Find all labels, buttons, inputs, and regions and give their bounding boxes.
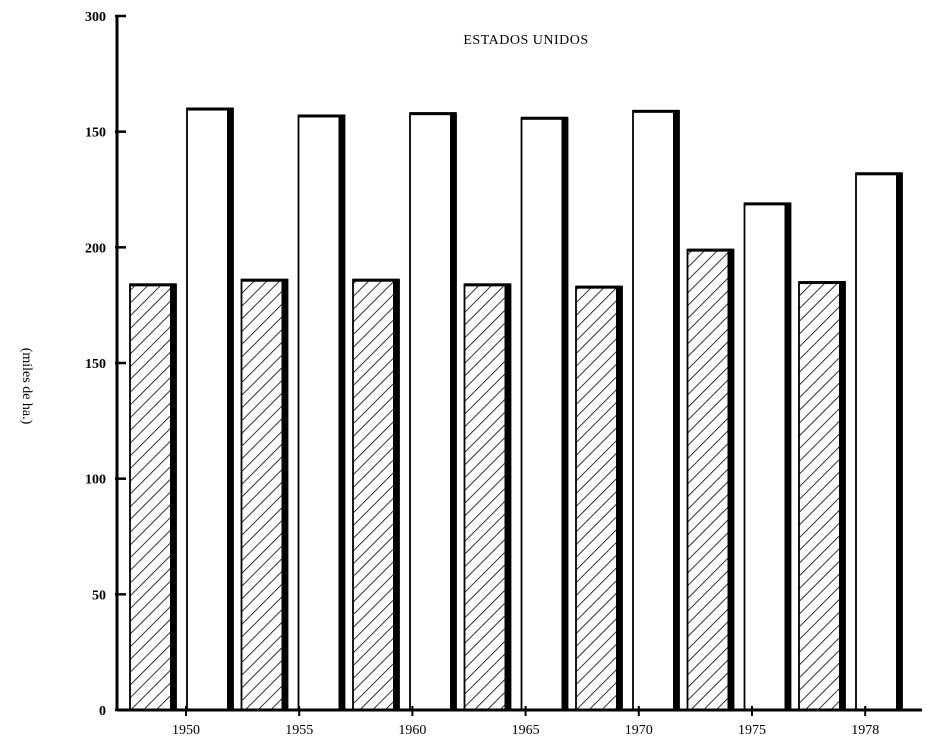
bar-1960-white xyxy=(409,112,457,711)
bar-1970-white xyxy=(632,109,680,711)
bar-1955-hatched xyxy=(240,278,289,711)
y-tick-label-2: 100 xyxy=(85,473,106,488)
bar-1965-white xyxy=(520,116,569,711)
x-tick-label-1950: 1950 xyxy=(172,723,200,738)
x-tick-label-1955: 1955 xyxy=(285,723,313,738)
y-tick-label-3: 150 xyxy=(85,357,106,372)
bar-1975-hatched xyxy=(686,248,735,711)
x-tick-label-1978: 1978 xyxy=(851,723,879,738)
y-tick-label-0: 0 xyxy=(99,704,106,719)
x-ticks-group: 1950 1955 1960 1965 1970 1975 1978 xyxy=(172,706,879,738)
x-tick-label-1975: 1975 xyxy=(738,723,766,738)
y-tick-label-6: 300 xyxy=(85,10,106,25)
bar-1978-hatched xyxy=(798,281,846,711)
x-tick-label-1970: 1970 xyxy=(625,723,653,738)
bar-1965-hatched xyxy=(463,283,512,711)
y-ticks-group: 0 50 100 150 200 150 300 xyxy=(85,10,126,719)
chart-title: ESTADOS UNIDOS xyxy=(463,33,588,48)
bar-1978-white xyxy=(855,172,903,711)
bar-1950-white xyxy=(186,107,234,711)
x-tick-label-1965: 1965 xyxy=(512,723,540,738)
y-tick-label-5: 150 xyxy=(85,126,106,141)
bar-1960-hatched xyxy=(352,278,400,711)
y-tick-label-4: 200 xyxy=(85,241,106,256)
x-tick-label-1960: 1960 xyxy=(398,723,426,738)
bar-1975-white xyxy=(743,202,792,711)
y-axis-label: (miles de ha.) xyxy=(19,348,34,425)
bar-1955-white xyxy=(297,114,346,711)
y-tick-label-1: 50 xyxy=(92,588,106,603)
bar-1950-hatched xyxy=(129,283,177,711)
bars-group xyxy=(129,107,903,711)
bar-1970-hatched xyxy=(575,285,623,711)
